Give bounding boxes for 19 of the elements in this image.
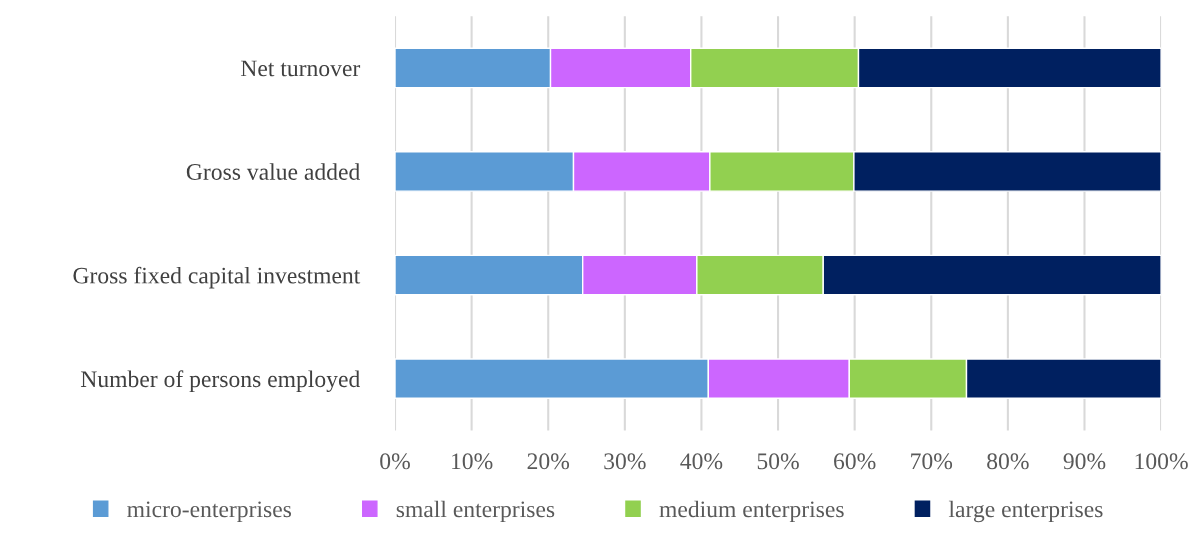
y-tick-label: Number of persons employed [80, 370, 360, 393]
x-tick-label: 40% [680, 453, 723, 470]
x-tick-label: 90% [1063, 453, 1106, 470]
x-tick-label: 10% [452, 453, 493, 470]
legend-label: medium enterprises [659, 500, 844, 523]
x-tick-label: 70% [911, 453, 953, 470]
legend-label: micro-enterprises [127, 501, 292, 523]
x-tick-label: 80% [987, 453, 1029, 470]
y-tick-label: Gross fixed capital investment [73, 266, 361, 289]
x-tick-label: 0% [380, 453, 410, 470]
x-tick-label: 20% [527, 453, 570, 470]
x-tick-label: 30% [604, 453, 646, 470]
legend-label: small enterprises [396, 500, 555, 523]
x-tick-label: 60% [834, 453, 876, 470]
y-tick-label: Gross value added [186, 163, 360, 180]
x-tick-label: 100% [1135, 453, 1188, 470]
legend-label: large enterprises [948, 500, 1103, 523]
y-tick-label: Net turnover [240, 60, 361, 77]
x-tick-label: 50% [757, 453, 799, 470]
